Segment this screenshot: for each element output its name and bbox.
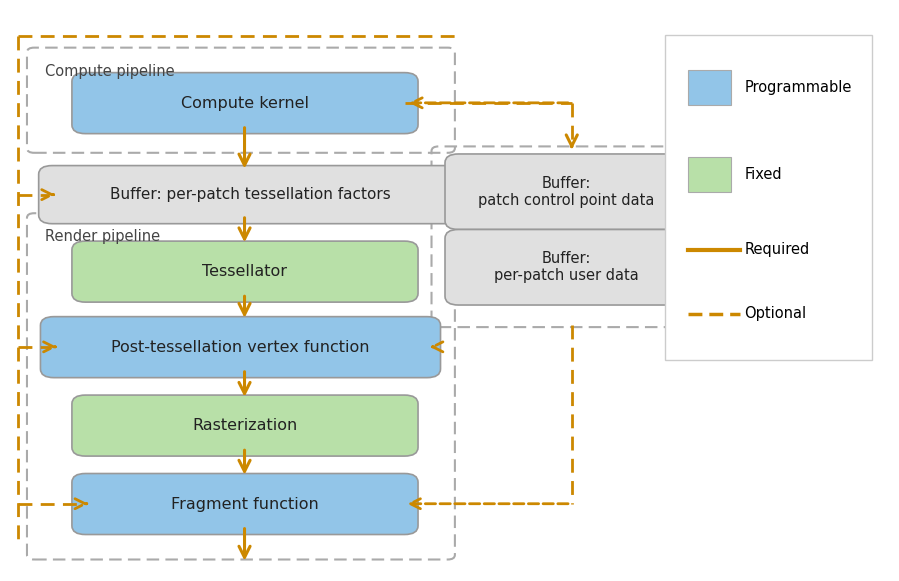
Text: Compute kernel: Compute kernel <box>181 96 309 110</box>
FancyBboxPatch shape <box>72 73 418 134</box>
Text: Render pipeline: Render pipeline <box>45 229 160 245</box>
FancyBboxPatch shape <box>688 70 731 105</box>
Text: Rasterization: Rasterization <box>192 418 298 433</box>
Text: Required: Required <box>744 242 810 257</box>
Text: Fragment function: Fragment function <box>171 497 319 511</box>
Text: Compute pipeline: Compute pipeline <box>45 64 174 79</box>
Text: Post-tessellation vertex function: Post-tessellation vertex function <box>111 340 369 354</box>
Text: Buffer:
per-patch user data: Buffer: per-patch user data <box>494 251 639 284</box>
Text: Programmable: Programmable <box>744 80 851 95</box>
FancyBboxPatch shape <box>72 474 418 535</box>
FancyBboxPatch shape <box>39 166 461 224</box>
FancyBboxPatch shape <box>445 154 688 229</box>
FancyBboxPatch shape <box>665 35 872 360</box>
Text: Tessellator: Tessellator <box>202 264 288 279</box>
Text: Buffer:
patch control point data: Buffer: patch control point data <box>478 175 654 208</box>
Text: Optional: Optional <box>744 306 806 321</box>
FancyBboxPatch shape <box>445 229 688 305</box>
FancyBboxPatch shape <box>72 241 418 302</box>
FancyBboxPatch shape <box>688 157 731 192</box>
FancyBboxPatch shape <box>40 317 441 378</box>
FancyBboxPatch shape <box>72 395 418 456</box>
Text: Buffer: per-patch tessellation factors: Buffer: per-patch tessellation factors <box>110 187 390 202</box>
Text: Fixed: Fixed <box>744 167 782 182</box>
